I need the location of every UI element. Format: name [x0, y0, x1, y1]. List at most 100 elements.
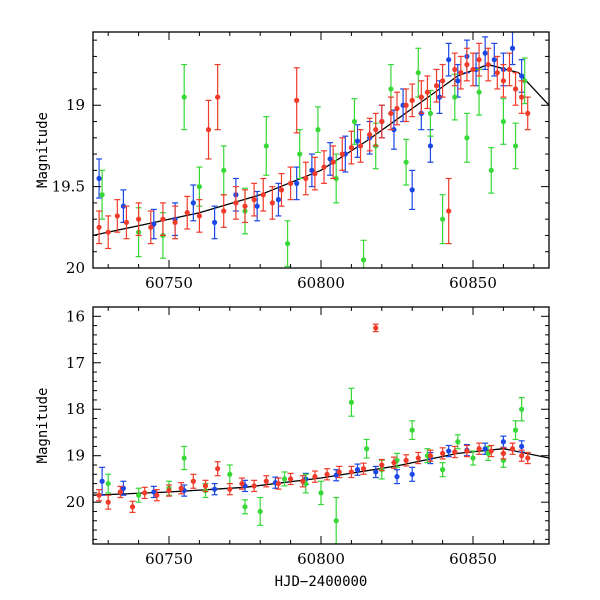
data-marker: [464, 135, 470, 141]
data-point: [485, 47, 492, 82]
data-point: [372, 112, 379, 147]
data-point: [390, 109, 397, 150]
data-point: [415, 451, 422, 465]
data-marker: [294, 180, 300, 186]
data-marker: [360, 466, 367, 472]
data-point: [403, 88, 410, 123]
data-marker: [96, 175, 102, 182]
data-marker: [315, 127, 321, 133]
data-marker: [525, 110, 531, 116]
data-point: [226, 464, 233, 485]
data-point: [378, 458, 385, 472]
data-point: [378, 104, 385, 139]
data-marker: [403, 159, 409, 165]
data-point: [500, 435, 507, 448]
data-point: [333, 153, 340, 204]
data-point: [476, 68, 483, 116]
data-point: [275, 477, 282, 490]
data-point: [269, 186, 276, 220]
data-marker: [512, 143, 519, 149]
data-point: [372, 465, 379, 479]
data-marker: [415, 70, 421, 76]
data-point: [190, 184, 197, 222]
data-marker: [99, 478, 105, 484]
data-point: [518, 397, 525, 422]
x-tick-label: 60750: [145, 550, 193, 568]
data-point: [181, 63, 188, 131]
data-marker: [172, 219, 178, 226]
data-marker: [357, 143, 364, 149]
data-point: [518, 80, 525, 114]
data-point: [96, 158, 103, 199]
data-point: [311, 156, 318, 191]
data-point: [214, 461, 221, 477]
data-marker: [409, 187, 415, 193]
data-point: [172, 205, 179, 240]
data-marker: [284, 240, 291, 247]
data-point: [135, 202, 142, 237]
data-point: [366, 117, 373, 152]
data-point: [476, 42, 483, 77]
data-point: [254, 190, 261, 222]
data-point: [214, 63, 221, 131]
data-marker: [221, 167, 227, 173]
data-point: [324, 468, 331, 481]
data-marker: [205, 127, 212, 133]
data-point: [506, 52, 513, 87]
data-marker: [281, 476, 288, 482]
data-point: [141, 486, 148, 500]
data-marker: [160, 216, 166, 222]
data-marker: [522, 78, 528, 84]
data-point: [330, 145, 337, 180]
data-marker: [348, 469, 354, 475]
data-point: [524, 451, 531, 465]
data-point: [129, 500, 136, 514]
data-point: [251, 182, 258, 217]
data-point: [454, 434, 461, 450]
data-point: [424, 75, 431, 110]
data-point: [394, 469, 400, 485]
data-point: [333, 496, 340, 544]
data-marker: [506, 66, 513, 73]
data-point: [114, 199, 121, 233]
data-point: [120, 480, 127, 496]
x-tick-label: 60850: [449, 274, 497, 292]
data-marker: [476, 89, 482, 95]
data-marker: [330, 159, 336, 165]
data-marker: [123, 219, 130, 226]
data-point: [226, 482, 233, 496]
data-marker: [519, 406, 525, 412]
data-point: [159, 202, 166, 237]
data-point: [123, 205, 130, 240]
data-marker: [488, 448, 494, 454]
data-marker: [288, 476, 294, 482]
data-marker: [409, 471, 415, 477]
data-point: [272, 476, 279, 489]
data-point: [500, 447, 507, 460]
x-tick-label: 60850: [449, 550, 497, 568]
data-point: [220, 194, 227, 228]
data-marker: [458, 70, 464, 76]
data-marker: [388, 86, 394, 92]
data-point: [409, 420, 416, 441]
data-marker: [409, 97, 415, 103]
data-marker: [485, 61, 491, 68]
data-marker: [440, 78, 446, 84]
data-marker: [333, 472, 339, 478]
data-point: [211, 482, 218, 496]
data-marker: [333, 175, 339, 182]
data-marker: [455, 78, 461, 84]
data-point: [321, 150, 328, 184]
data-marker: [446, 448, 452, 454]
data-point: [202, 479, 209, 493]
data-marker: [482, 446, 488, 452]
y-tick-label: 20: [66, 493, 85, 511]
data-marker: [348, 399, 354, 405]
data-point: [360, 239, 367, 268]
data-marker: [348, 144, 354, 151]
data-marker: [440, 467, 446, 473]
data-marker: [482, 50, 488, 56]
data-point: [390, 456, 397, 469]
series-3: [96, 42, 531, 250]
y-tick-label: 19: [66, 447, 85, 465]
